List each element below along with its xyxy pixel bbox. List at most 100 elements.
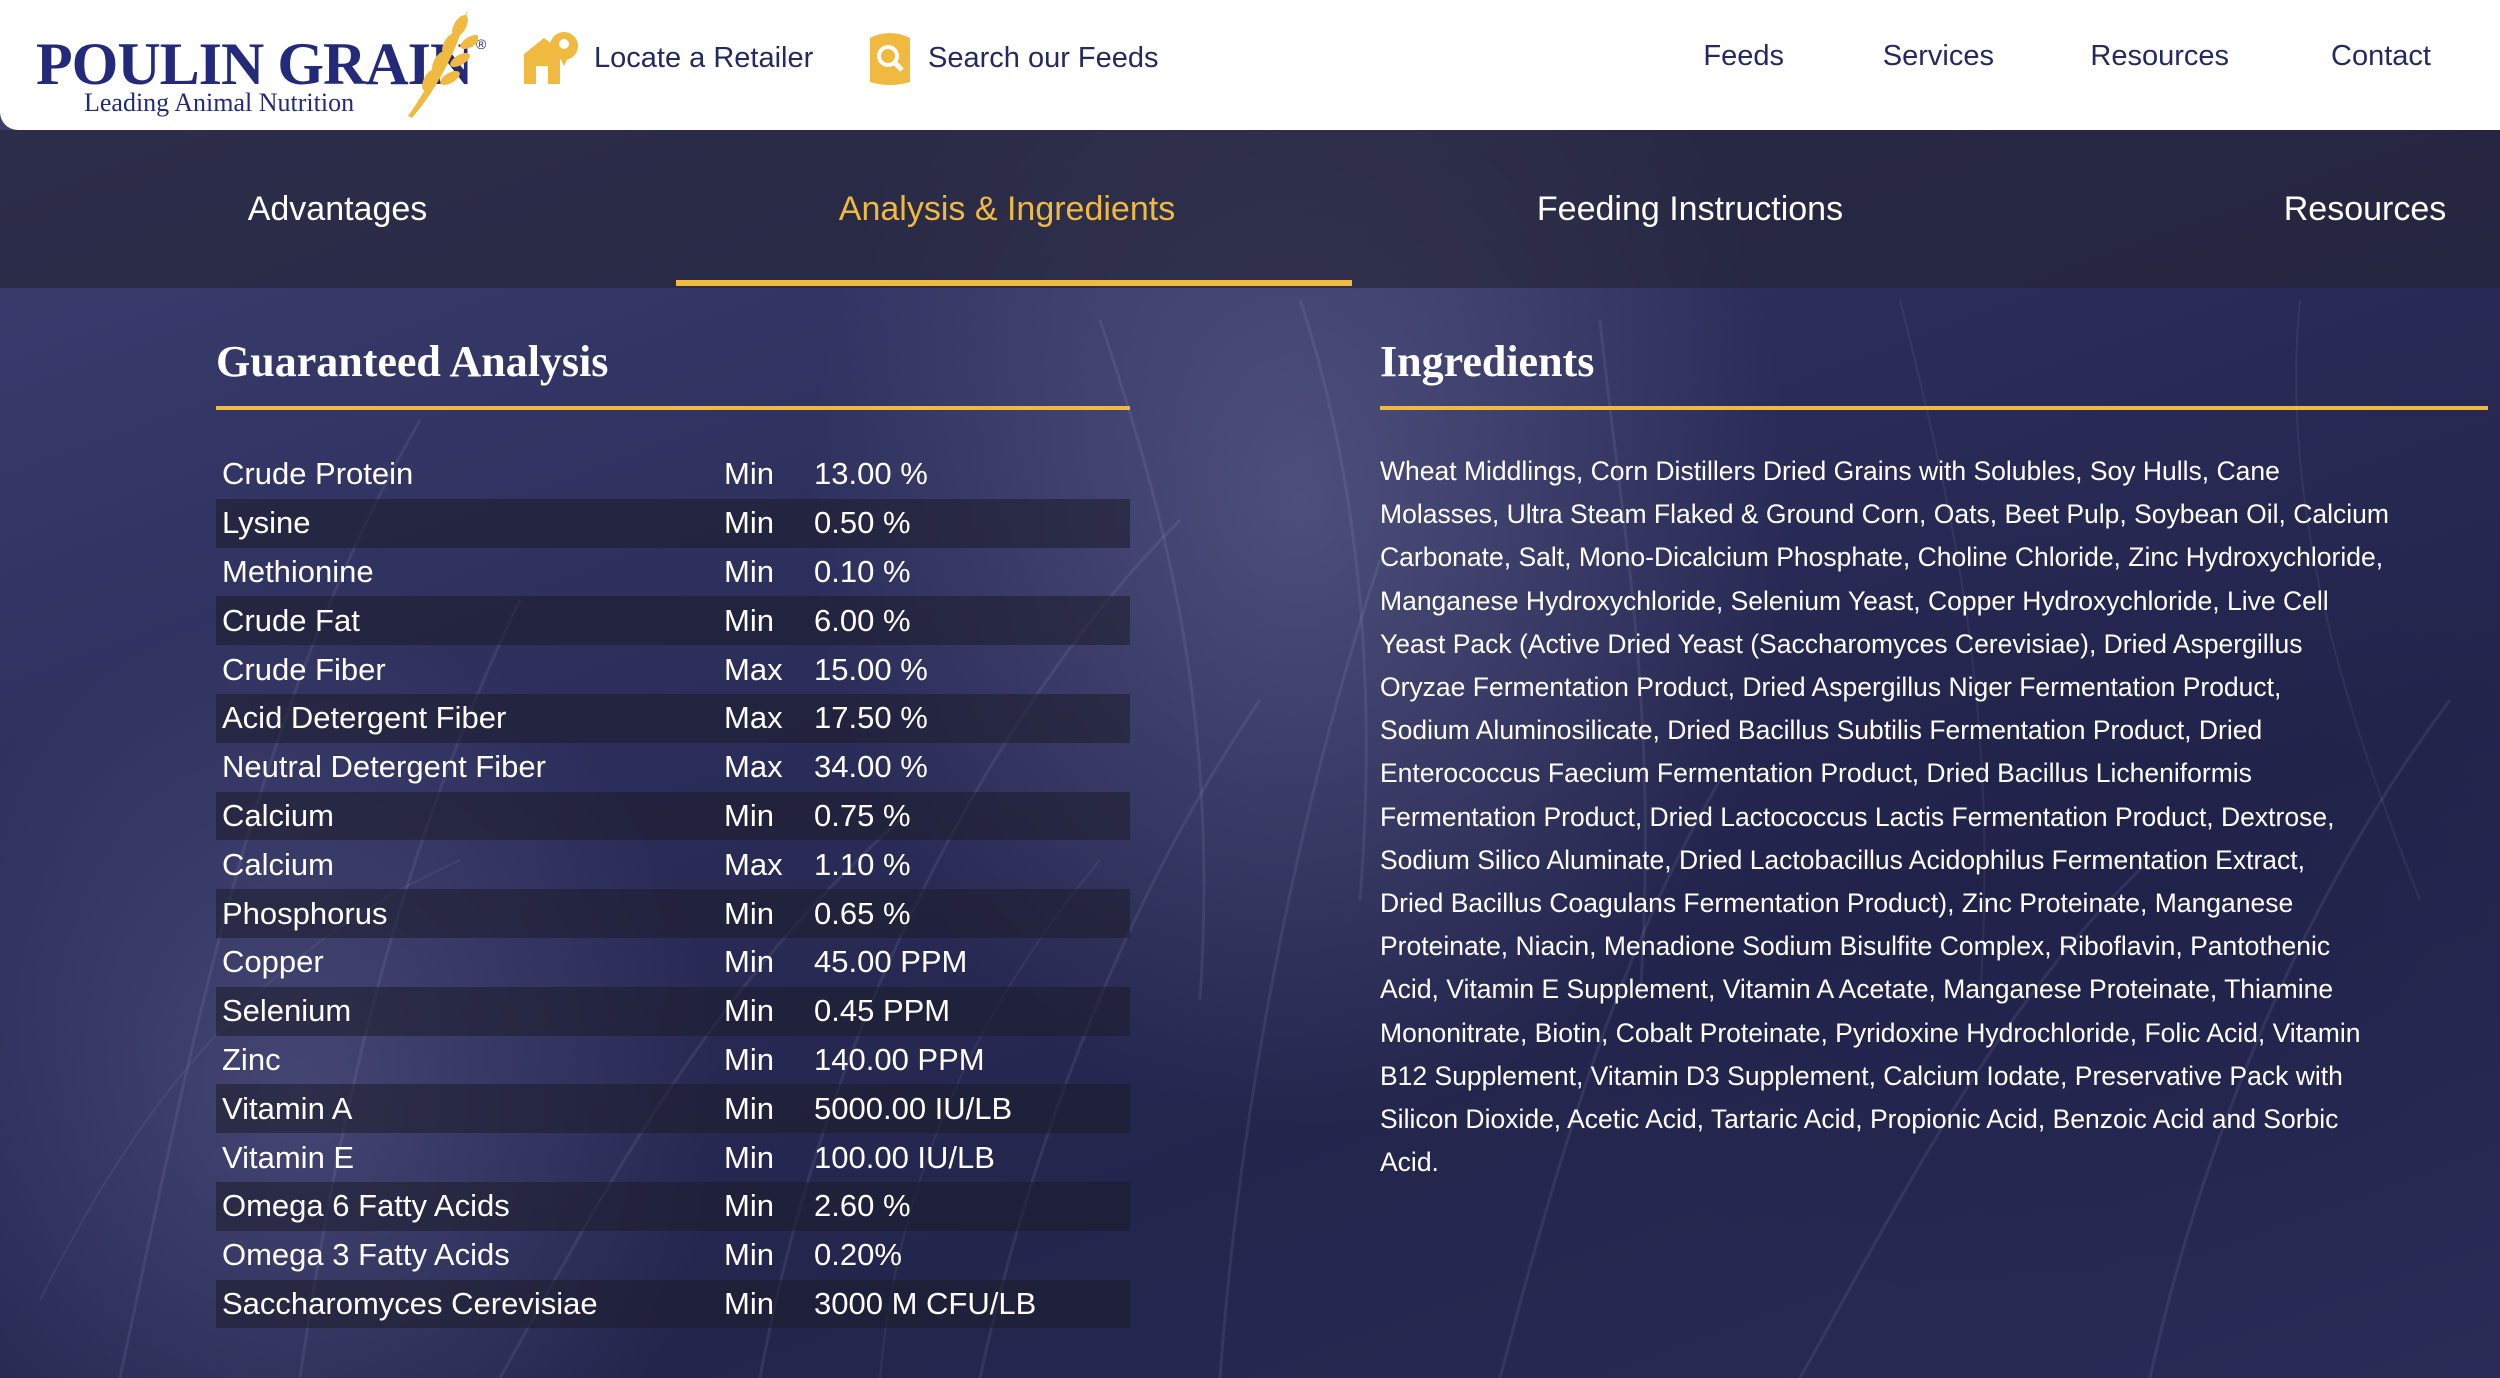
ingredients-line: Acid.: [1380, 1147, 1439, 1178]
nutrient-name: Vitamin A: [222, 1090, 353, 1126]
nutrient-name: Lysine: [222, 505, 311, 541]
ingredients-line: Oryzae Fermentation Product, Dried Asper…: [1380, 672, 2282, 703]
nutrient-amount: 0.65 %: [814, 895, 911, 931]
ingredients-line: Yeast Pack (Active Dried Yeast (Saccharo…: [1380, 628, 2303, 659]
ingredients-line: Wheat Middlings, Corn Distillers Dried G…: [1380, 456, 2280, 486]
poulin-grain-logo[interactable]: POULIN GRAIN ® Leading Animal Nutrition: [36, 8, 496, 118]
table-row: Calcium Min 0.75 %: [216, 791, 1130, 841]
nutrient-name: Saccharomyces Cerevisiae: [222, 1285, 598, 1321]
guaranteed-analysis-heading: Guaranteed Analysis: [216, 337, 609, 386]
active-tab-indicator: [676, 280, 1352, 286]
nutrient-amount: 0.50 %: [814, 505, 911, 541]
nutrient-basis: Min: [724, 1139, 774, 1175]
nutrient-name: Vitamin E: [222, 1139, 355, 1175]
nutrient-basis: Min: [724, 602, 774, 638]
ingredients-line: Mononitrate, Biotin, Cobalt Proteinate, …: [1380, 1017, 2361, 1048]
nutrient-basis: Min: [724, 1285, 774, 1321]
table-row: Crude Protein Min 13.00 %: [216, 450, 1130, 499]
nutrient-basis: Min: [724, 993, 774, 1029]
nutrient-name: Acid Detergent Fiber: [222, 700, 507, 736]
ingredients-line: Enterococcus Faecium Fermentation Produc…: [1380, 758, 2252, 789]
nav-resources[interactable]: Resources: [2090, 40, 2229, 72]
ingredients-line: Carbonate, Salt, Mono-Dicalcium Phosphat…: [1380, 542, 2384, 573]
nutrient-amount: 13.00 %: [814, 456, 928, 492]
tab-analysis-ingredients[interactable]: Analysis & Ingredients: [838, 189, 1176, 228]
ingredients-line: Acid, Vitamin E Supplement, Vitamin A Ac…: [1380, 974, 2334, 1005]
nutrient-basis: Min: [724, 944, 774, 980]
table-row: Zinc Min 140.00 PPM: [216, 1036, 1130, 1085]
ingredients-line: Fermentation Product, Dried Lactococcus …: [1380, 801, 2335, 832]
analysis-heading-rule: [216, 406, 1130, 410]
logo-tagline: Leading Animal Nutrition: [84, 88, 355, 117]
table-row: Crude Fiber Max 15.00 %: [216, 645, 1130, 694]
ingredients-heading: Ingredients: [1380, 337, 1595, 386]
nutrient-name: Omega 6 Fatty Acids: [222, 1188, 510, 1224]
search-feeds-link[interactable]: Search our Feeds: [866, 28, 1159, 88]
nutrient-basis: Min: [724, 1041, 774, 1077]
ingredients-line: Sodium Aluminosilicate, Dried Bacillus S…: [1380, 715, 2263, 746]
nutrient-name: Methionine: [222, 553, 374, 589]
table-row: Vitamin A Min 5000.00 IU/LB: [216, 1084, 1130, 1134]
ingredients-list: Wheat Middlings, Corn Distillers Dried G…: [1380, 450, 2490, 1184]
product-tabs: Advantages Analysis & Ingredients Feedin…: [0, 130, 2500, 288]
nutrient-basis: Max: [724, 700, 783, 736]
nutrient-basis: Max: [724, 749, 783, 785]
nutrient-basis: Min: [724, 1090, 774, 1126]
nutrient-amount: 5000.00 IU/LB: [814, 1090, 1013, 1126]
nutrient-name: Phosphorus: [222, 895, 388, 931]
nutrient-name: Calcium: [222, 846, 334, 882]
tab-feeding-instructions[interactable]: Feeding Instructions: [1536, 189, 1844, 228]
locate-retailer-link[interactable]: Locate a Retailer: [520, 28, 813, 88]
nutrient-amount: 15.00 %: [814, 651, 928, 687]
nutrient-name: Zinc: [222, 1041, 281, 1077]
nutrient-basis: Max: [724, 846, 783, 882]
table-row: Omega 6 Fatty Acids Min 2.60 %: [216, 1181, 1130, 1231]
nutrient-basis: Min: [724, 1237, 774, 1273]
nutrient-amount: 0.45 PPM: [814, 993, 951, 1029]
nutrient-basis: Min: [724, 1188, 774, 1224]
nutrient-basis: Min: [724, 505, 774, 541]
table-row: Selenium Min 0.45 PPM: [216, 986, 1130, 1036]
nav-services[interactable]: Services: [1882, 40, 1994, 72]
nav-feeds[interactable]: Feeds: [1703, 40, 1784, 72]
nutrient-name: Calcium: [222, 797, 334, 833]
nutrient-amount: 0.75 %: [814, 797, 911, 833]
nav-contact[interactable]: Contact: [2331, 40, 2431, 72]
ingredients-heading-rule: [1380, 406, 2488, 410]
nutrient-basis: Min: [724, 797, 774, 833]
nutrient-basis: Min: [724, 456, 774, 492]
store-pin-icon: [520, 30, 580, 86]
table-row: Omega 3 Fatty Acids Min 0.20%: [216, 1231, 1130, 1280]
nutrient-amount: 45.00 PPM: [814, 944, 968, 980]
wheat-icon: [408, 10, 478, 118]
logo-wordmark: POULIN GRAIN: [36, 31, 473, 97]
nutrient-basis: Min: [724, 553, 774, 589]
guaranteed-analysis-table: Crude Protein Min 13.00 % Lysine Min 0.50 % Me…: [216, 450, 1130, 1329]
nutrient-amount: 34.00 %: [814, 749, 928, 785]
nutrient-name: Copper: [222, 944, 324, 980]
nutrient-amount: 6.00 %: [814, 602, 911, 638]
table-row: Acid Detergent Fiber Max 17.50 %: [216, 693, 1130, 743]
ingredients-line: Sodium Silico Aluminate, Dried Lactobaci…: [1380, 844, 2306, 875]
table-row: Neutral Detergent Fiber Max 34.00 %: [216, 743, 1130, 792]
nutrient-amount: 0.20%: [814, 1237, 902, 1273]
nutrient-name: Crude Fiber: [222, 651, 386, 687]
tab-resources[interactable]: Resources: [2283, 189, 2447, 228]
locate-retailer-label: Locate a Retailer: [594, 41, 814, 74]
nutrient-name: Omega 3 Fatty Acids: [222, 1237, 510, 1273]
nutrient-amount: 2.60 %: [814, 1188, 911, 1224]
ingredients-line: Silicon Dioxide, Acetic Acid, Tartaric A…: [1380, 1104, 2339, 1135]
nutrient-amount: 3000 M CFU/LB: [814, 1285, 1037, 1321]
nutrient-name: Selenium: [222, 993, 352, 1029]
nutrient-name: Neutral Detergent Fiber: [222, 749, 546, 785]
ingredients-line: Manganese Hydroxychloride, Selenium Yeas…: [1380, 585, 2329, 616]
search-feeds-label: Search our Feeds: [928, 41, 1159, 74]
tab-advantages[interactable]: Advantages: [247, 189, 428, 228]
nutrient-amount: 100.00 IU/LB: [814, 1139, 995, 1175]
logo-registered-mark: ®: [476, 36, 487, 52]
table-row: Lysine Min 0.50 %: [216, 498, 1130, 548]
nutrient-basis: Max: [724, 651, 783, 687]
table-row: Vitamin E Min 100.00 IU/LB: [216, 1133, 1130, 1182]
nutrient-amount: 17.50 %: [814, 700, 928, 736]
table-row: Methionine Min 0.10 %: [216, 548, 1130, 597]
